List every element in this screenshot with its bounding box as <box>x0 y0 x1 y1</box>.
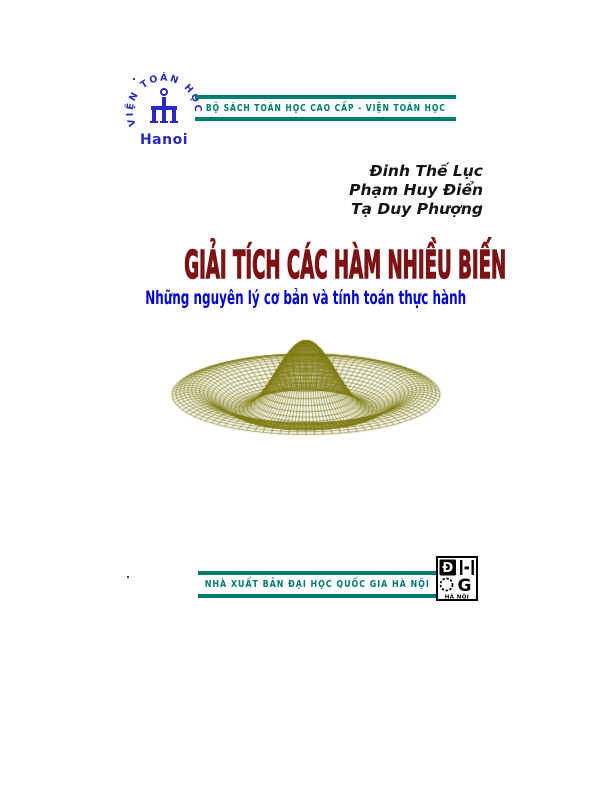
institute-logo: VIỆN TOÁN HỌC Hanoi <box>125 72 201 148</box>
author-name: Đinh Thế Lục <box>369 162 484 180</box>
institute-logo-caption: Hanoi <box>140 132 188 148</box>
print-speck <box>133 78 135 80</box>
series-banner: BỘ SÁCH TOÁN HỌC CAO CẤP - VIỆN TOÁN HỌC <box>195 95 456 121</box>
series-banner-text: BỘ SÁCH TOÁN HỌC CAO CẤP - VIỆN TOÁN HỌC <box>205 102 446 114</box>
publisher-logo-letter-g: G <box>458 576 472 596</box>
institute-math-symbol-icon <box>150 88 178 123</box>
publisher-logo-q-glyph <box>439 577 454 592</box>
publisher-logo-letter-d: Đ <box>442 561 453 576</box>
publisher-banner-text: NHÀ XUẤT BẢN ĐẠI HỌC QUỐC GIA HÀ NỘI <box>204 579 430 590</box>
publisher-logo-d-tile <box>439 559 456 576</box>
author-list: Đinh Thế Lục Phạm Huy Điển Tạ Duy Phượng <box>349 162 483 219</box>
series-banner-top-rule <box>195 95 456 99</box>
series-banner-bottom-rule <box>195 117 456 121</box>
publisher-banner-top-rule <box>198 571 436 575</box>
author-name: Tạ Duy Phượng <box>350 200 483 218</box>
print-speck <box>127 576 129 578</box>
publisher-banner: NHÀ XUẤT BẢN ĐẠI HỌC QUỐC GIA HÀ NỘI <box>198 571 436 598</box>
publisher-logo: Đ G HÀ NỘI <box>436 556 478 601</box>
publisher-banner-bottom-rule <box>198 594 436 598</box>
cover-surface-figure <box>168 336 444 440</box>
publisher-logo-caption: HÀ NỘI <box>445 594 470 601</box>
book-subtitle: Những nguyên lý cơ bản và tính toán thực… <box>145 287 467 309</box>
publisher-logo-h-glyph <box>460 560 474 575</box>
book-title: GIẢI TÍCH CÁC HÀM NHIỀU BIẾN <box>184 243 507 287</box>
author-name: Phạm Huy Điển <box>349 181 483 199</box>
